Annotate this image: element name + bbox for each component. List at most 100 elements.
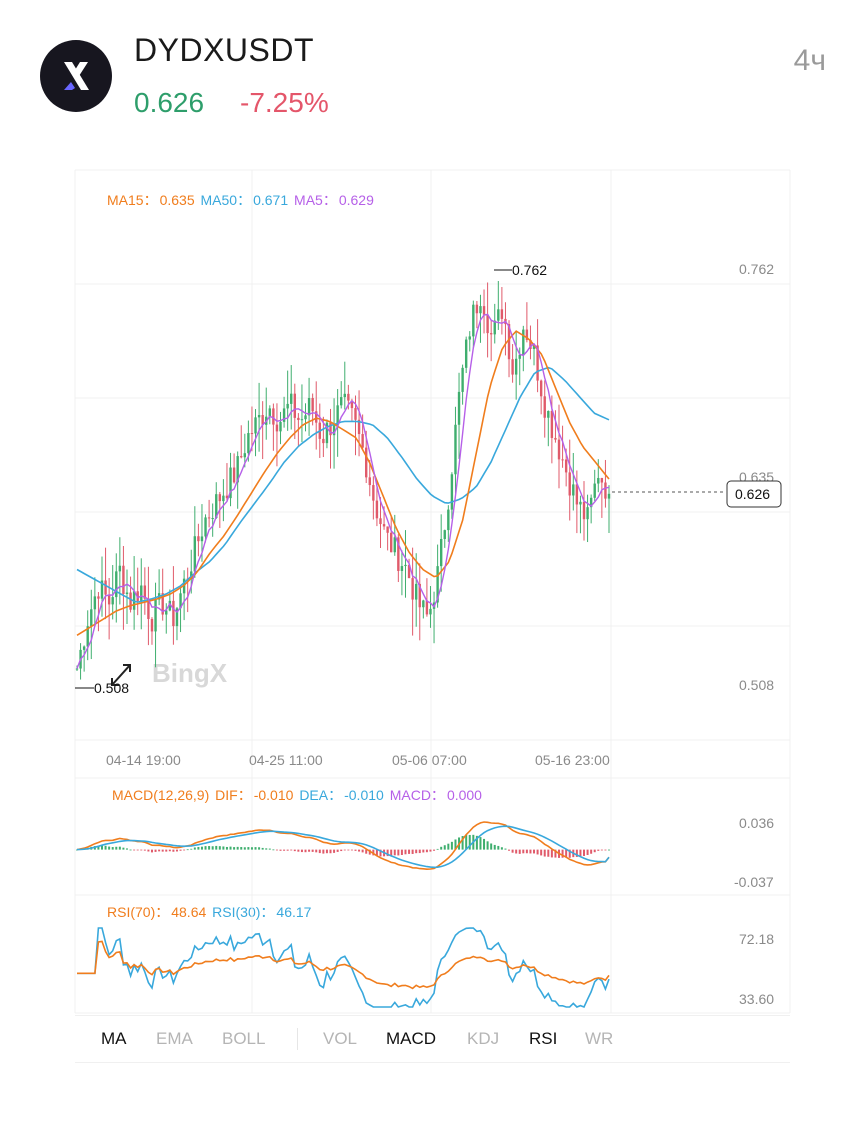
tab-kdj[interactable]: KDJ <box>467 1029 500 1048</box>
tab-wr[interactable]: WR <box>585 1029 614 1048</box>
candle-body <box>497 309 500 321</box>
candle-body <box>450 474 454 510</box>
macd-histogram-bar <box>425 849 428 853</box>
candle-body <box>479 306 482 314</box>
candle-body <box>464 339 468 368</box>
candle-body <box>579 501 582 505</box>
dea-line <box>76 825 610 869</box>
candle-body <box>129 592 132 610</box>
price-axis-low: 0.508 <box>739 677 774 693</box>
candle-body <box>272 408 275 425</box>
macd-histogram-bar <box>240 847 243 850</box>
macd-histogram-bar <box>475 835 478 850</box>
high-marker: 0.762 <box>494 262 547 278</box>
tab-macd[interactable]: MACD <box>386 1029 437 1048</box>
macd-histogram-bar <box>140 849 143 851</box>
candlestick-series <box>75 281 611 680</box>
macd-histogram-bar <box>247 847 250 850</box>
candle-body <box>572 484 575 496</box>
macd-histogram-bar <box>290 849 293 851</box>
candle-body <box>322 438 325 444</box>
candle-body <box>154 599 157 632</box>
macd-histogram-bar <box>318 849 321 854</box>
current-price-tag <box>726 480 782 508</box>
high-marker-label: 0.762 <box>512 262 547 278</box>
candle-body <box>365 447 368 478</box>
candle-body <box>215 494 218 519</box>
tab-vol[interactable]: VOL <box>323 1029 358 1048</box>
candle-body <box>240 456 243 458</box>
macd-histogram-bar <box>468 834 471 850</box>
macd-histogram-bar <box>179 849 182 851</box>
candle-body <box>518 354 521 359</box>
macd-histogram-bar <box>329 849 332 854</box>
macd-histogram-bar <box>575 849 578 857</box>
candle-body <box>307 398 311 416</box>
macd-histogram-bar <box>386 849 389 857</box>
price-chart[interactable]: BingX 0.762 0.508 0.762 0.635 0.508 0.62… <box>0 0 864 1015</box>
candle-body <box>486 314 489 334</box>
macd-histogram-bar <box>215 845 218 850</box>
candle-body <box>104 580 107 595</box>
ma-legend: MA15： 0.635 MA50： 0.671 MA5： 0.629 <box>107 190 376 210</box>
candle-body <box>286 403 289 409</box>
candle-body <box>250 433 254 435</box>
macd-histogram-bar <box>375 849 378 857</box>
candle-body <box>140 585 143 601</box>
ma15-value: 0.635 <box>159 192 195 208</box>
macd-histogram-bar <box>300 849 303 853</box>
candle-body <box>236 456 239 483</box>
macd-histogram-bar <box>583 849 586 856</box>
candle-body <box>243 453 247 458</box>
macd-histogram-bar <box>161 849 164 852</box>
expand-icon[interactable] <box>111 664 131 686</box>
candle-body <box>179 593 182 609</box>
candle-body <box>304 415 307 420</box>
macd-histogram-bar <box>497 845 500 850</box>
macd-histogram-bar <box>129 849 132 851</box>
candle-body <box>482 306 486 315</box>
candle-body <box>100 580 104 599</box>
dif-label: DIF： <box>215 787 252 803</box>
candle-body <box>575 484 579 505</box>
candle-body <box>411 578 414 600</box>
low-marker-label: 0.508 <box>94 680 129 696</box>
tab-ma[interactable]: MA <box>101 1029 127 1048</box>
macd-histogram-bar <box>111 847 114 850</box>
rsi30-line <box>77 927 610 1009</box>
macd-histogram-bar <box>465 834 468 850</box>
candle-body <box>550 410 554 438</box>
tab-ema[interactable]: EMA <box>156 1029 193 1048</box>
candle-body <box>147 598 150 619</box>
macd-histogram-bar <box>211 846 214 850</box>
candle-body <box>404 564 407 567</box>
candle-body <box>600 477 604 483</box>
candle-body <box>436 566 439 603</box>
macd-histogram-bar <box>493 844 496 850</box>
macd-histogram-bar <box>118 846 121 850</box>
interval-selector[interactable]: 4ч <box>793 44 826 77</box>
ma5-value: 0.629 <box>338 192 374 208</box>
candle-body <box>547 410 550 418</box>
macd-histogram-bar <box>197 846 200 850</box>
macd-histogram-bar <box>236 846 239 850</box>
candle-body <box>593 483 596 498</box>
candle-body <box>297 417 300 421</box>
macd-histogram-bar <box>104 845 107 850</box>
macd-histogram-bar <box>429 849 432 852</box>
macd-histogram-bar <box>125 848 128 850</box>
tab-boll[interactable]: BOLL <box>222 1029 266 1048</box>
indicator-tabs: MA EMA BOLL VOL MACD KDJ RSI WR <box>75 1015 790 1063</box>
macd-histogram-bar <box>404 849 407 855</box>
candle-body <box>361 434 364 448</box>
macd-histogram-bar <box>500 847 503 850</box>
macd-histogram-bar <box>165 849 168 852</box>
rsi70-line <box>77 940 610 990</box>
macd-histogram-bar <box>243 847 246 850</box>
candle-body <box>247 433 250 454</box>
macd-histogram-bar <box>454 839 457 850</box>
macd-histogram-bar <box>579 849 582 857</box>
tab-rsi[interactable]: RSI <box>529 1029 558 1048</box>
macd-histogram-bar <box>100 845 103 850</box>
macd-histogram-bar <box>343 849 346 851</box>
